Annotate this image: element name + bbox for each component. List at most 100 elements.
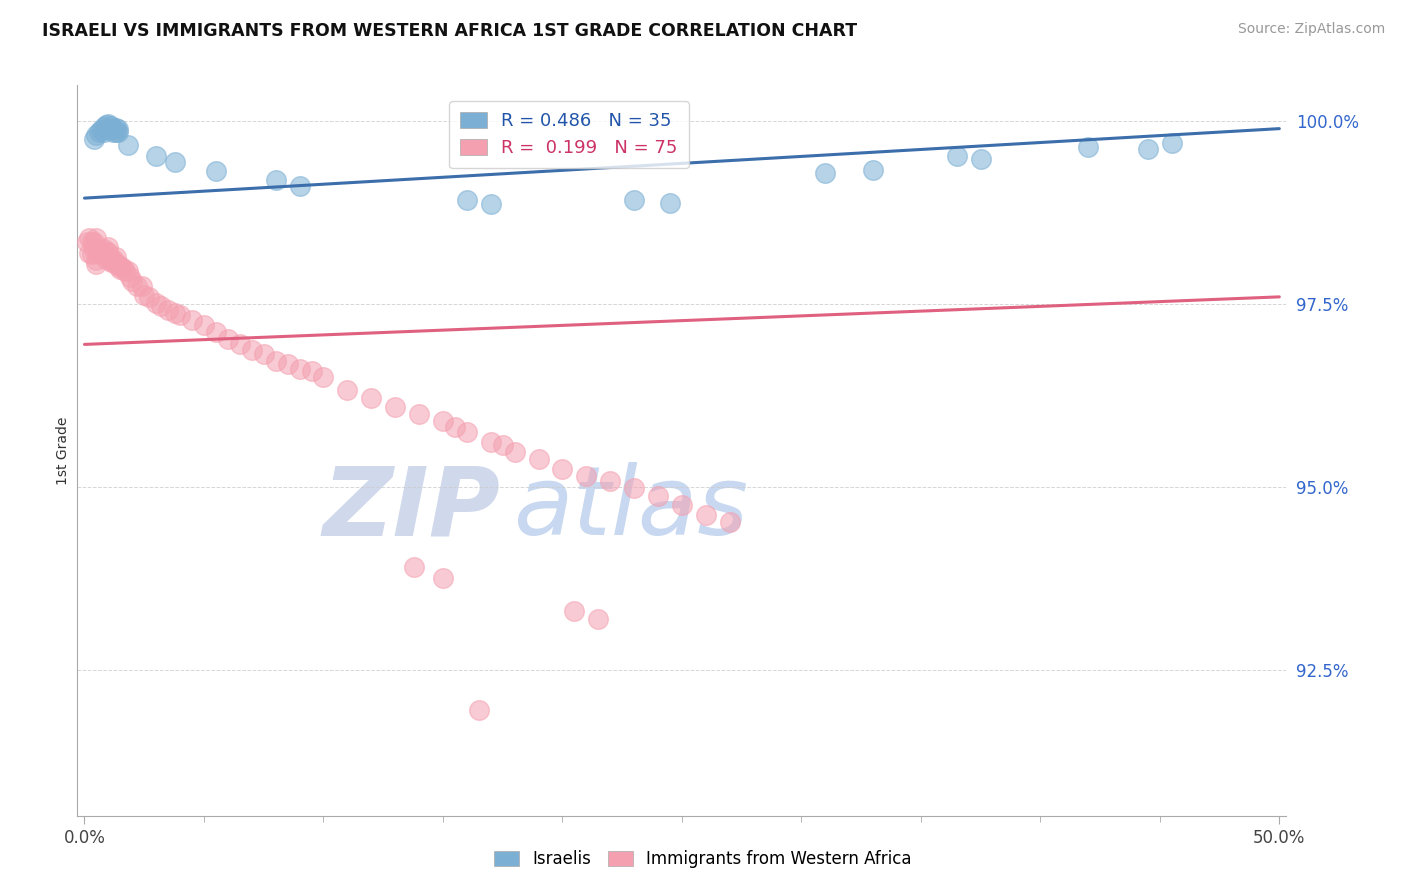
Point <box>101 124 124 138</box>
Point <box>110 262 132 277</box>
Point <box>336 384 359 398</box>
Point <box>599 474 621 488</box>
Point <box>527 452 550 467</box>
Point <box>121 274 143 288</box>
Legend: R = 0.486   N = 35, R =  0.199   N = 75: R = 0.486 N = 35, R = 0.199 N = 75 <box>449 101 689 169</box>
Point <box>551 462 574 476</box>
Point <box>264 173 287 187</box>
Point <box>118 270 141 285</box>
Point <box>408 407 430 421</box>
Point <box>969 153 991 167</box>
Point <box>76 235 98 249</box>
Point <box>169 308 191 322</box>
Point <box>101 121 124 136</box>
Point <box>145 295 167 310</box>
Point <box>404 560 426 574</box>
Point <box>94 244 117 259</box>
Point <box>93 125 115 139</box>
Point <box>104 120 127 135</box>
Point <box>94 118 117 132</box>
Point <box>165 154 187 169</box>
Point <box>718 515 741 529</box>
Point <box>165 306 187 320</box>
Point <box>134 288 156 302</box>
Point <box>288 178 311 193</box>
Point <box>107 121 129 136</box>
Point <box>479 434 502 449</box>
Point <box>117 264 139 278</box>
Point <box>90 244 112 258</box>
Point <box>117 137 139 152</box>
Point <box>659 196 682 211</box>
Point <box>97 240 120 254</box>
Point <box>564 604 586 618</box>
Point <box>100 254 122 268</box>
Point <box>264 354 287 368</box>
Point <box>86 253 108 268</box>
Point <box>86 257 108 271</box>
Point <box>131 278 153 293</box>
Point <box>384 400 406 414</box>
Point <box>90 123 112 137</box>
Point <box>575 469 598 483</box>
Point <box>432 572 454 586</box>
Point <box>101 252 124 266</box>
Point <box>87 246 110 260</box>
Text: ISRAELI VS IMMIGRANTS FROM WESTERN AFRICA 1ST GRADE CORRELATION CHART: ISRAELI VS IMMIGRANTS FROM WESTERN AFRIC… <box>42 22 858 40</box>
Point <box>277 357 299 371</box>
Point <box>107 259 129 273</box>
Point <box>80 247 103 261</box>
Point <box>253 347 276 361</box>
Point <box>312 370 335 384</box>
Point <box>229 337 252 351</box>
Point <box>456 194 478 208</box>
Point <box>205 164 228 178</box>
Point <box>100 120 122 134</box>
Point <box>503 445 526 459</box>
Point <box>181 313 204 327</box>
Point <box>104 250 127 264</box>
Legend: Israelis, Immigrants from Western Africa: Israelis, Immigrants from Western Africa <box>488 844 918 875</box>
Point <box>145 149 167 163</box>
Point <box>456 425 478 439</box>
Point <box>814 165 837 179</box>
Point <box>1160 136 1182 151</box>
Point <box>94 121 117 136</box>
Point <box>104 124 127 138</box>
Point <box>83 242 105 256</box>
Point <box>87 242 110 256</box>
Point <box>157 303 180 318</box>
Point <box>444 420 467 434</box>
Point <box>90 247 112 261</box>
Point <box>149 299 172 313</box>
Point <box>97 244 120 259</box>
Point <box>492 437 515 451</box>
Point <box>101 254 124 268</box>
Point <box>945 149 967 163</box>
Point <box>93 120 115 135</box>
Point <box>647 489 669 503</box>
Point <box>83 132 105 146</box>
Point <box>301 364 323 378</box>
Point <box>83 235 105 249</box>
Point <box>1136 142 1159 156</box>
Point <box>110 259 132 273</box>
Point <box>360 391 382 405</box>
Point <box>94 252 117 266</box>
Point <box>623 482 645 496</box>
Point <box>623 194 645 208</box>
Point <box>125 278 148 293</box>
Point <box>671 499 693 513</box>
Point <box>100 121 122 136</box>
Point <box>87 124 110 138</box>
Point <box>479 197 502 211</box>
Point <box>77 246 100 260</box>
Point <box>205 325 228 339</box>
Point <box>80 235 103 249</box>
Point <box>100 252 122 266</box>
Point <box>468 703 491 717</box>
Point <box>104 256 127 270</box>
Point <box>107 125 129 139</box>
Point <box>588 612 610 626</box>
Text: ZIP: ZIP <box>322 462 501 556</box>
